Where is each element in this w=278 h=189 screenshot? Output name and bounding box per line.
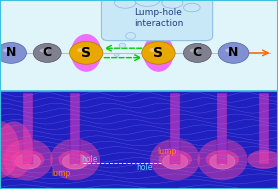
Bar	[170, 93, 180, 164]
Ellipse shape	[63, 154, 88, 169]
Ellipse shape	[126, 33, 136, 39]
Ellipse shape	[183, 3, 200, 12]
Bar	[0, 91, 278, 189]
Text: Lump-hole
interaction: Lump-hole interaction	[134, 8, 183, 28]
Text: lump: lump	[157, 147, 177, 156]
Text: hole: hole	[81, 155, 97, 164]
Ellipse shape	[0, 43, 26, 63]
Ellipse shape	[72, 160, 78, 165]
Text: C: C	[43, 46, 52, 59]
Text: lump: lump	[51, 169, 71, 178]
Ellipse shape	[15, 154, 40, 169]
Ellipse shape	[115, 0, 136, 8]
Ellipse shape	[162, 0, 183, 8]
Ellipse shape	[33, 43, 61, 62]
Ellipse shape	[115, 53, 119, 56]
Ellipse shape	[150, 139, 200, 180]
Ellipse shape	[219, 160, 226, 165]
Ellipse shape	[58, 150, 92, 169]
Ellipse shape	[158, 150, 192, 169]
Ellipse shape	[149, 48, 159, 52]
Bar	[0, 0, 278, 91]
Ellipse shape	[190, 49, 198, 52]
Text: N: N	[6, 46, 16, 59]
Ellipse shape	[142, 42, 175, 64]
Ellipse shape	[39, 49, 48, 52]
Bar	[70, 93, 80, 164]
Ellipse shape	[24, 160, 31, 165]
Ellipse shape	[77, 48, 87, 52]
Ellipse shape	[172, 160, 178, 165]
Ellipse shape	[11, 150, 44, 169]
Ellipse shape	[143, 34, 174, 72]
Bar	[259, 93, 269, 164]
Bar	[217, 93, 227, 164]
Text: C: C	[193, 46, 202, 59]
Ellipse shape	[0, 121, 33, 178]
Text: hole: hole	[136, 163, 153, 172]
Ellipse shape	[210, 154, 235, 169]
Bar	[23, 93, 33, 164]
Ellipse shape	[50, 139, 100, 180]
Ellipse shape	[218, 43, 249, 63]
Text: N: N	[228, 46, 239, 59]
Ellipse shape	[71, 34, 101, 72]
Ellipse shape	[0, 121, 19, 178]
Ellipse shape	[163, 154, 188, 169]
Ellipse shape	[3, 48, 12, 52]
Ellipse shape	[247, 150, 278, 169]
Text: S: S	[153, 46, 163, 60]
FancyBboxPatch shape	[101, 0, 213, 41]
Ellipse shape	[135, 0, 160, 6]
Ellipse shape	[119, 43, 126, 48]
Ellipse shape	[206, 150, 239, 169]
Ellipse shape	[183, 43, 211, 62]
Ellipse shape	[3, 139, 53, 180]
Ellipse shape	[70, 42, 103, 64]
Text: S: S	[81, 46, 91, 60]
Ellipse shape	[197, 139, 247, 180]
Ellipse shape	[225, 48, 234, 52]
